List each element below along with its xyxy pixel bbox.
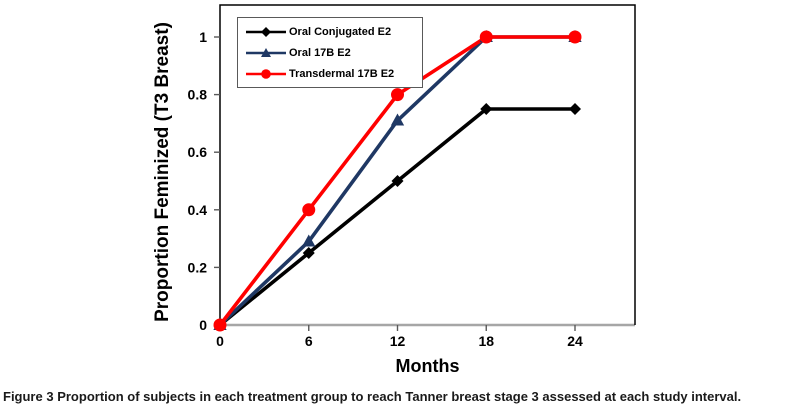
diamond-marker-swatch-icon bbox=[246, 26, 286, 37]
legend-item: Transdermal 17B E2 bbox=[244, 65, 416, 83]
figure-caption: Figure 3 Proportion of subjects in each … bbox=[3, 389, 795, 404]
legend-item: Oral Conjugated E2 bbox=[244, 23, 416, 41]
x-tick-label: 0 bbox=[216, 333, 224, 349]
circle-marker-swatch-icon bbox=[246, 68, 286, 79]
data-point-marker bbox=[569, 103, 581, 115]
data-point-marker bbox=[302, 234, 316, 247]
data-point-marker bbox=[391, 175, 404, 187]
legend-label: Oral 17B E2 bbox=[289, 46, 351, 59]
triangle-marker-swatch-icon bbox=[246, 47, 286, 57]
data-point-marker bbox=[213, 318, 227, 332]
data-point-marker bbox=[302, 247, 315, 259]
data-point-marker bbox=[568, 30, 582, 44]
data-point-marker bbox=[480, 103, 493, 115]
legend-item: Oral 17B E2 bbox=[244, 44, 416, 62]
series-line bbox=[218, 107, 577, 327]
y-tick-label: 0.4 bbox=[188, 202, 208, 218]
y-tick-label: 0.6 bbox=[188, 144, 208, 160]
y-tick-label: 0.2 bbox=[188, 259, 208, 275]
y-tick-label: 1 bbox=[199, 29, 207, 45]
legend: Oral Conjugated E2 Oral 17B E2 Transdermal… bbox=[237, 17, 423, 88]
x-axis-title: Months bbox=[395, 356, 460, 376]
data-point-marker bbox=[479, 30, 493, 44]
x-tick-label: 18 bbox=[478, 333, 494, 349]
plot-frame bbox=[219, 4, 636, 325]
data-point-marker bbox=[391, 88, 404, 102]
data-point-marker bbox=[390, 113, 405, 126]
data-point-marker bbox=[302, 203, 316, 217]
caption-label: Figure 3 bbox=[3, 389, 54, 404]
legend-label: Oral Conjugated E2 bbox=[289, 25, 392, 38]
y-tick-label: 0.8 bbox=[188, 87, 208, 103]
x-tick-label: 24 bbox=[567, 333, 583, 349]
legend-label: Transdermal 17B E2 bbox=[289, 67, 395, 80]
plot-area: 0 6 12 18 24 0 0.2 0.4 0.6 0.8 1 bbox=[188, 4, 636, 349]
y-tick-label: 0 bbox=[199, 317, 207, 333]
x-tick-label: 6 bbox=[305, 333, 313, 349]
x-tick-label: 12 bbox=[390, 333, 406, 349]
caption-text: Proportion of subjects in each treatment… bbox=[57, 389, 742, 404]
